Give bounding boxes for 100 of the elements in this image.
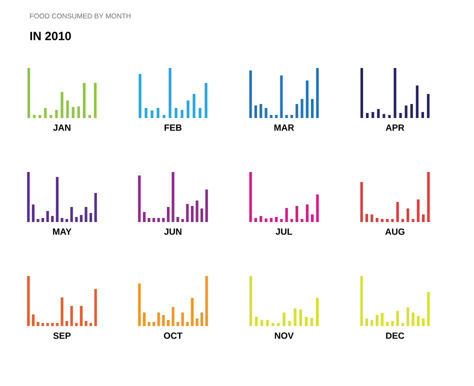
x-axis-title: JAN xyxy=(53,124,70,131)
bar xyxy=(90,323,92,326)
bar xyxy=(138,74,142,118)
bar xyxy=(168,68,172,118)
bar xyxy=(406,308,410,326)
bar xyxy=(427,172,430,222)
bar xyxy=(200,312,204,326)
bar xyxy=(391,219,394,222)
bar xyxy=(142,212,146,222)
bar xyxy=(264,108,268,118)
bar xyxy=(396,202,399,222)
bar xyxy=(150,110,154,118)
bar xyxy=(416,200,420,222)
bar xyxy=(181,219,184,222)
bar xyxy=(264,218,268,222)
bar xyxy=(157,218,160,222)
bar xyxy=(365,214,368,222)
bar xyxy=(82,83,86,118)
bar xyxy=(180,110,184,118)
bar xyxy=(200,208,204,222)
bar xyxy=(249,276,252,326)
bar xyxy=(186,100,190,118)
bar xyxy=(90,213,92,222)
bar xyxy=(176,322,180,326)
bar xyxy=(205,276,208,326)
bar xyxy=(60,92,64,118)
bar xyxy=(310,214,314,222)
bar xyxy=(42,218,44,222)
bar xyxy=(316,194,319,222)
bar xyxy=(280,76,283,118)
x-axis-title: MAY xyxy=(53,228,72,235)
bar xyxy=(55,110,58,118)
bar xyxy=(84,321,88,326)
bar xyxy=(46,323,49,326)
bar xyxy=(285,115,288,118)
bar xyxy=(198,108,202,118)
x-axis-title: NOV xyxy=(274,332,294,339)
bar xyxy=(172,307,174,326)
bar xyxy=(66,219,68,222)
bar xyxy=(66,321,68,326)
bar xyxy=(152,218,156,222)
bar xyxy=(77,106,80,118)
bar xyxy=(51,323,54,326)
bar xyxy=(75,323,78,326)
bar xyxy=(42,323,44,326)
bar xyxy=(32,314,35,326)
bar xyxy=(306,80,308,118)
bar xyxy=(152,322,156,326)
bar xyxy=(388,115,391,118)
bar xyxy=(294,308,296,326)
bar xyxy=(142,312,146,326)
bar xyxy=(174,108,178,118)
bar xyxy=(75,217,78,222)
bar xyxy=(360,276,363,326)
bar xyxy=(176,217,180,222)
bar xyxy=(88,115,91,118)
bar xyxy=(360,182,363,222)
bar xyxy=(156,108,160,118)
bar xyxy=(399,113,402,118)
bar xyxy=(157,312,160,326)
bar xyxy=(386,322,389,326)
bar xyxy=(376,218,378,222)
bar xyxy=(138,284,141,326)
bar xyxy=(316,298,319,326)
bar xyxy=(300,99,304,118)
bar xyxy=(376,315,378,326)
bar xyxy=(377,109,380,118)
bar xyxy=(162,315,165,326)
bar xyxy=(162,218,165,222)
bar xyxy=(70,306,73,326)
bar xyxy=(56,323,59,326)
bar xyxy=(310,318,313,326)
bar xyxy=(38,115,42,118)
bar xyxy=(255,317,258,326)
bar xyxy=(316,68,319,118)
bar xyxy=(288,321,291,326)
bar xyxy=(27,172,30,222)
bar xyxy=(36,219,40,222)
bar xyxy=(60,298,64,326)
bar xyxy=(365,318,368,326)
x-axis-title: FEB xyxy=(164,124,182,131)
x-axis-title: APR xyxy=(386,124,404,131)
bar xyxy=(404,106,408,118)
bar xyxy=(394,68,396,118)
x-axis-title: JUL xyxy=(276,228,292,235)
bar xyxy=(410,104,413,118)
bar xyxy=(190,206,194,222)
chart-subtitle: IN 2010 xyxy=(30,32,71,40)
bar xyxy=(266,320,269,326)
bar xyxy=(56,177,59,222)
bar xyxy=(277,323,280,326)
x-axis-title: JUN xyxy=(164,228,182,235)
bar xyxy=(51,216,54,222)
bar xyxy=(172,172,174,222)
bar xyxy=(380,219,384,222)
bar xyxy=(360,68,364,118)
bar xyxy=(412,219,414,222)
bar xyxy=(300,219,304,222)
bar xyxy=(166,320,170,326)
bar xyxy=(391,321,394,326)
